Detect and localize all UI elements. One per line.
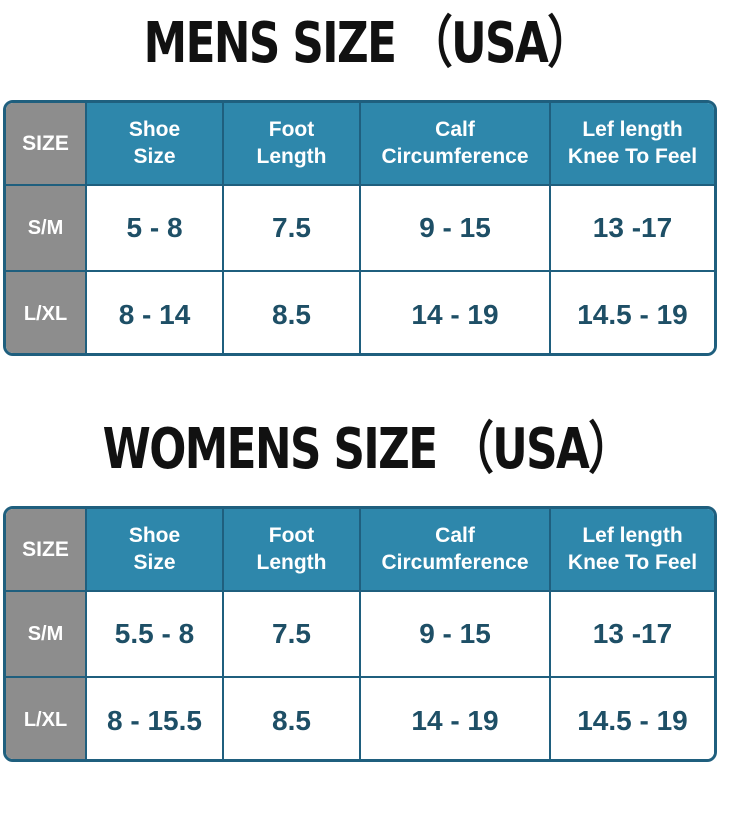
header-calf-line1: Calf (435, 118, 475, 142)
womens-size-title: WOMENS SIZE （USA） (102, 417, 632, 482)
cell-leg-length: 14.5 - 19 (549, 270, 714, 353)
cell-shoe-size: 5 - 8 (85, 184, 224, 272)
womens-size-table: SIZE Shoe Size Foot Length Calf Circumfe… (3, 506, 717, 762)
cell-foot-length: 8.5 (222, 676, 361, 759)
header-calf-line2: Circumference (381, 144, 529, 168)
cell-calf-circumference: 9 - 15 (359, 184, 551, 272)
header-leg-length-line2: Knee To Feel (567, 144, 698, 168)
header-foot-length-line1: Foot (268, 118, 315, 142)
header-size: SIZE (6, 509, 87, 592)
table-row: L/XL 8 - 15.5 8.5 14 - 19 14.5 - 19 (6, 676, 714, 759)
row-label-size: L/XL (6, 270, 87, 353)
womens-size-grid: SIZE Shoe Size Foot Length Calf Circumfe… (6, 509, 714, 759)
header-leg-length: Lef length Knee To Feel (549, 103, 714, 186)
header-foot-length-line2: Length (256, 144, 327, 168)
cell-leg-length: 13 -17 (549, 184, 714, 272)
header-calf-line1: Calf (435, 524, 475, 548)
header-calf-circumference: Calf Circumference (359, 509, 551, 592)
header-calf-line2: Circumference (381, 550, 529, 574)
mens-header-row: SIZE Shoe Size Foot Length Calf Circumfe… (6, 103, 714, 186)
cell-shoe-size: 5.5 - 8 (85, 590, 224, 678)
header-leg-length-line1: Lef length (582, 524, 683, 548)
cell-calf-circumference: 9 - 15 (359, 590, 551, 678)
table-row: S/M 5 - 8 7.5 9 - 15 13 -17 (6, 184, 714, 272)
header-shoe-size: Shoe Size (85, 103, 224, 186)
mens-size-title: MENS SIZE （USA） (143, 11, 591, 76)
header-shoe-size-line2: Size (133, 550, 176, 574)
mens-size-table: SIZE Shoe Size Foot Length Calf Circumfe… (3, 100, 717, 356)
row-label-size: S/M (6, 590, 87, 678)
header-size: SIZE (6, 103, 87, 186)
cell-shoe-size: 8 - 15.5 (85, 676, 224, 759)
header-foot-length: Foot Length (222, 509, 361, 592)
cell-foot-length: 7.5 (222, 184, 361, 272)
table-row: S/M 5.5 - 8 7.5 9 - 15 13 -17 (6, 590, 714, 678)
header-shoe-size-line1: Shoe (128, 524, 181, 548)
header-foot-length-line2: Length (256, 550, 327, 574)
row-label-size: L/XL (6, 676, 87, 759)
header-calf-circumference: Calf Circumference (359, 103, 551, 186)
cell-calf-circumference: 14 - 19 (359, 676, 551, 759)
row-label-size: S/M (6, 184, 87, 272)
header-foot-length: Foot Length (222, 103, 361, 186)
header-leg-length-line2: Knee To Feel (567, 550, 698, 574)
header-shoe-size: Shoe Size (85, 509, 224, 592)
header-leg-length: Lef length Knee To Feel (549, 509, 714, 592)
cell-shoe-size: 8 - 14 (85, 270, 224, 353)
header-leg-length-line1: Lef length (582, 118, 683, 142)
womens-header-row: SIZE Shoe Size Foot Length Calf Circumfe… (6, 509, 714, 592)
cell-calf-circumference: 14 - 19 (359, 270, 551, 353)
table-row: L/XL 8 - 14 8.5 14 - 19 14.5 - 19 (6, 270, 714, 353)
cell-leg-length: 13 -17 (549, 590, 714, 678)
mens-size-grid: SIZE Shoe Size Foot Length Calf Circumfe… (6, 103, 714, 353)
header-foot-length-line1: Foot (268, 524, 315, 548)
cell-leg-length: 14.5 - 19 (549, 676, 714, 759)
cell-foot-length: 8.5 (222, 270, 361, 353)
header-shoe-size-line2: Size (133, 144, 176, 168)
cell-foot-length: 7.5 (222, 590, 361, 678)
header-shoe-size-line1: Shoe (128, 118, 181, 142)
